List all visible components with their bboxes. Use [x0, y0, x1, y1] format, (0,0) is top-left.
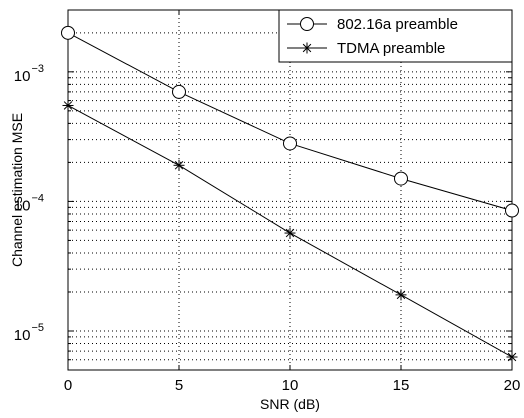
data-point-star	[62, 99, 74, 111]
data-point-circle	[172, 84, 186, 99]
data-point-circle	[61, 25, 75, 40]
data-point-star	[395, 289, 407, 301]
grid	[68, 10, 512, 370]
x-tick-label: 0	[64, 377, 72, 394]
legend-entry: 802.16a preamble	[287, 16, 458, 33]
x-tick-label: 5	[175, 377, 183, 394]
data-point-circle	[283, 136, 297, 151]
data-point-star	[301, 42, 313, 54]
data-point-circle	[300, 17, 314, 31]
y-axis-label: Channel estimation MSE	[9, 113, 25, 267]
x-tick-label: 10	[282, 377, 299, 394]
legend-box	[278, 9, 513, 63]
y-tick-exponent: −3	[31, 63, 44, 75]
x-tick-label: 15	[393, 377, 410, 394]
series-layer	[61, 25, 519, 363]
data-point-star	[284, 227, 296, 239]
legend-entry: TDMA preamble	[287, 40, 445, 57]
legend: 802.16a preamble TDMA preamble	[278, 9, 513, 63]
legend-label: 802.16a preamble	[337, 16, 458, 33]
data-point-circle	[505, 203, 519, 218]
series-circle	[61, 25, 519, 218]
legend-label: TDMA preamble	[337, 40, 445, 57]
data-point-star	[506, 351, 518, 363]
series-star	[62, 99, 518, 363]
data-point-star	[173, 159, 185, 171]
x-tick-label: 20	[504, 377, 521, 394]
y-tick-exponent: −4	[31, 192, 44, 204]
x-axis-label: SNR (dB)	[260, 396, 320, 412]
y-tick-exponent: −5	[31, 322, 44, 334]
data-point-circle	[394, 171, 408, 186]
